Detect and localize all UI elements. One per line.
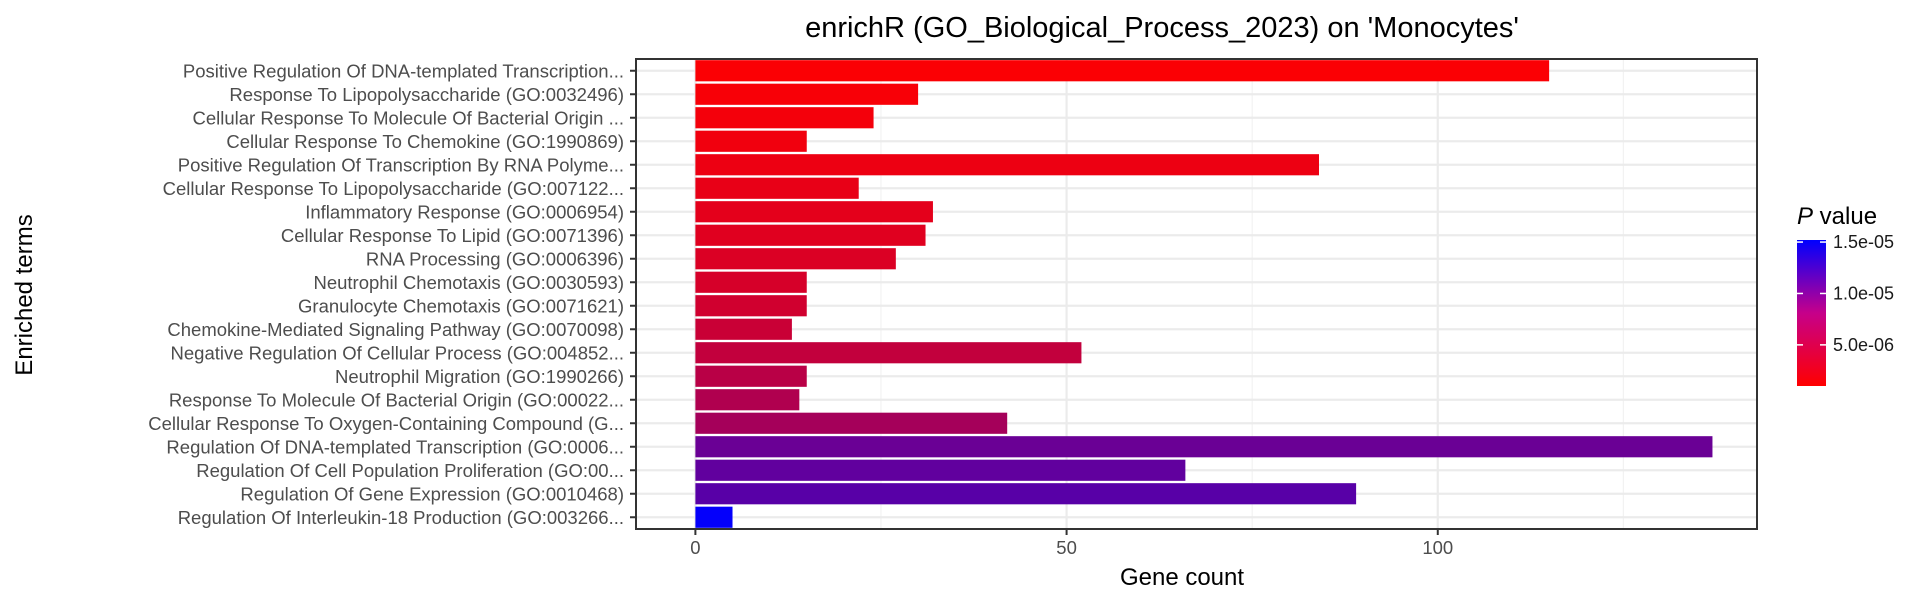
plot-area xyxy=(636,59,1757,529)
bar xyxy=(695,248,896,270)
y-tick-label: Regulation Of Cell Population Proliferat… xyxy=(196,460,624,481)
legend-colorbar xyxy=(1797,240,1826,386)
y-tick-label: Cellular Response To Oxygen-Containing C… xyxy=(148,413,624,434)
y-tick-label: Cellular Response To Lipid (GO:0071396) xyxy=(281,225,624,246)
bar xyxy=(695,365,807,387)
x-tick-label: 50 xyxy=(1056,537,1077,558)
y-tick-label: Regulation Of DNA-templated Transcriptio… xyxy=(166,436,624,457)
y-tick-label: Granulocyte Chemotaxis (GO:0071621) xyxy=(298,295,624,316)
x-tick-label: 0 xyxy=(690,537,700,558)
y-tick-label: Positive Regulation Of DNA-templated Tra… xyxy=(183,60,624,81)
bar xyxy=(695,412,1008,434)
p-value-legend: P value 1.5e-05 1.0e-05 5.0e-06 xyxy=(1797,203,1894,386)
y-tick-label: Chemokine-Mediated Signaling Pathway (GO… xyxy=(167,319,624,340)
plot-background xyxy=(636,59,1757,529)
bar xyxy=(695,60,1550,82)
bar xyxy=(695,130,807,152)
bar xyxy=(695,154,1319,176)
y-tick-label: Response To Lipopolysaccharide (GO:00324… xyxy=(229,84,624,105)
bar xyxy=(695,506,733,528)
y-tick-label: Negative Regulation Of Cellular Process … xyxy=(171,342,624,363)
legend-tick-label: 1.0e-05 xyxy=(1833,283,1894,303)
y-tick-label: Inflammatory Response (GO:0006954) xyxy=(305,201,624,222)
y-tick-label: Regulation Of Interleukin-18 Production … xyxy=(178,507,624,528)
y-axis: Positive Regulation Of DNA-templated Tra… xyxy=(148,60,636,528)
plot-border xyxy=(635,58,1758,530)
y-tick-label: Response To Molecule Of Bacterial Origin… xyxy=(169,389,624,410)
legend-tick-label: 5.0e-06 xyxy=(1833,335,1894,355)
bar xyxy=(695,389,800,411)
y-tick-label: Cellular Response To Lipopolysaccharide … xyxy=(163,178,624,199)
bar xyxy=(695,271,807,293)
bar xyxy=(695,483,1357,505)
bar xyxy=(695,83,919,105)
bar xyxy=(695,318,792,340)
x-axis: 0 50 100 xyxy=(690,529,1453,558)
bar xyxy=(695,295,807,317)
y-tick-label: Cellular Response To Chemokine (GO:19908… xyxy=(226,131,624,152)
y-tick-label: Positive Regulation Of Transcription By … xyxy=(178,154,624,175)
y-tick-label: Neutrophil Chemotaxis (GO:0030593) xyxy=(313,272,624,293)
legend-tick-label: 1.5e-05 xyxy=(1833,232,1894,252)
bar xyxy=(695,107,874,129)
bars xyxy=(695,60,1713,528)
bar xyxy=(695,342,1082,364)
bar xyxy=(695,177,859,199)
legend-title-italic: P xyxy=(1797,203,1813,230)
x-tick-label: 100 xyxy=(1422,537,1453,558)
bar xyxy=(695,224,926,246)
x-axis-title: Gene count xyxy=(1120,564,1244,591)
y-tick-label: RNA Processing (GO:0006396) xyxy=(366,248,624,269)
y-tick-label: Regulation Of Gene Expression (GO:001046… xyxy=(240,483,624,504)
bar xyxy=(695,459,1186,481)
y-axis-title: Enriched terms xyxy=(11,214,38,375)
y-tick-label: Cellular Response To Molecule Of Bacteri… xyxy=(192,107,624,128)
chart-title: enrichR (GO_Biological_Process_2023) on … xyxy=(805,12,1519,44)
legend-title: P value xyxy=(1797,203,1877,230)
legend-title-rest: value xyxy=(1813,203,1877,230)
y-tick-label: Neutrophil Migration (GO:1990266) xyxy=(335,366,624,387)
bar xyxy=(695,201,933,223)
bar xyxy=(695,436,1713,458)
